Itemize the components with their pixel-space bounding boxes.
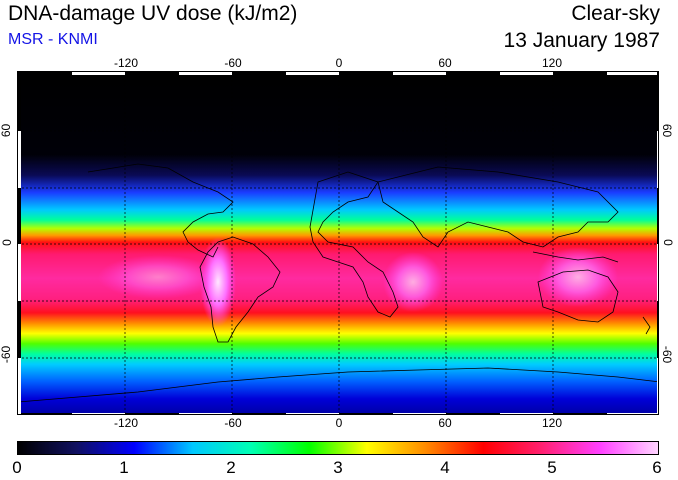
lon-tick-top: 0 [335, 56, 343, 70]
indonesia-coast [532, 251, 619, 263]
pacific-hotspot [98, 255, 218, 299]
antarctica-coast [18, 367, 658, 403]
andes-hotspot [200, 237, 236, 327]
lon-tick-bottom: -120 [113, 416, 139, 430]
europe-africa-coast [309, 171, 399, 318]
frame-ticks [18, 72, 658, 414]
colorbar-tick: 6 [652, 458, 662, 477]
uv-dose-map [17, 71, 659, 415]
sky-condition-label: Clear-sky [571, 2, 660, 25]
lon-tick-top: -120 [113, 56, 139, 70]
lat-tick-left: 60 [0, 123, 14, 138]
map-svg [18, 72, 658, 414]
colorbar-tick: 3 [333, 458, 343, 477]
lon-tick-bottom: -60 [224, 416, 242, 430]
lon-tick-top: 60 [438, 56, 452, 70]
colorbar-tick: 0 [12, 458, 22, 477]
australia-hotspot [538, 247, 618, 307]
colorbar-tick: 5 [547, 458, 557, 477]
africa-hotspot [383, 252, 443, 312]
source-label: MSR - KNMI [8, 31, 98, 48]
south-america-coast [199, 236, 281, 343]
lon-tick-top: -60 [224, 56, 242, 70]
colorbar-tick: 4 [440, 458, 450, 477]
new-zealand-coast [642, 316, 651, 335]
colorbar-tick: 2 [226, 458, 236, 477]
lon-tick-bottom: 120 [541, 416, 563, 430]
lon-tick-bottom: 0 [335, 416, 343, 430]
lat-tick-left: -60 [0, 345, 14, 364]
lat-tick-left: 0 [0, 239, 14, 246]
coastlines [18, 163, 658, 403]
chart-title: DNA-damage UV dose (kJ/m2) [8, 2, 298, 25]
lat-tick-right: 0 [660, 239, 675, 246]
asia-coast [377, 166, 619, 248]
colorbar-tick: 1 [119, 458, 129, 477]
graticule [18, 72, 658, 414]
australia-coast [537, 269, 619, 323]
lon-tick-top: 120 [541, 56, 563, 70]
lon-tick-bottom: 60 [438, 416, 452, 430]
north-america-coast [87, 163, 234, 258]
lat-tick-right: -60 [660, 345, 675, 364]
lat-tick-right: 60 [660, 123, 675, 138]
colorbar [17, 441, 659, 455]
uv-field [18, 72, 658, 414]
date-label: 13 January 1987 [503, 29, 660, 52]
